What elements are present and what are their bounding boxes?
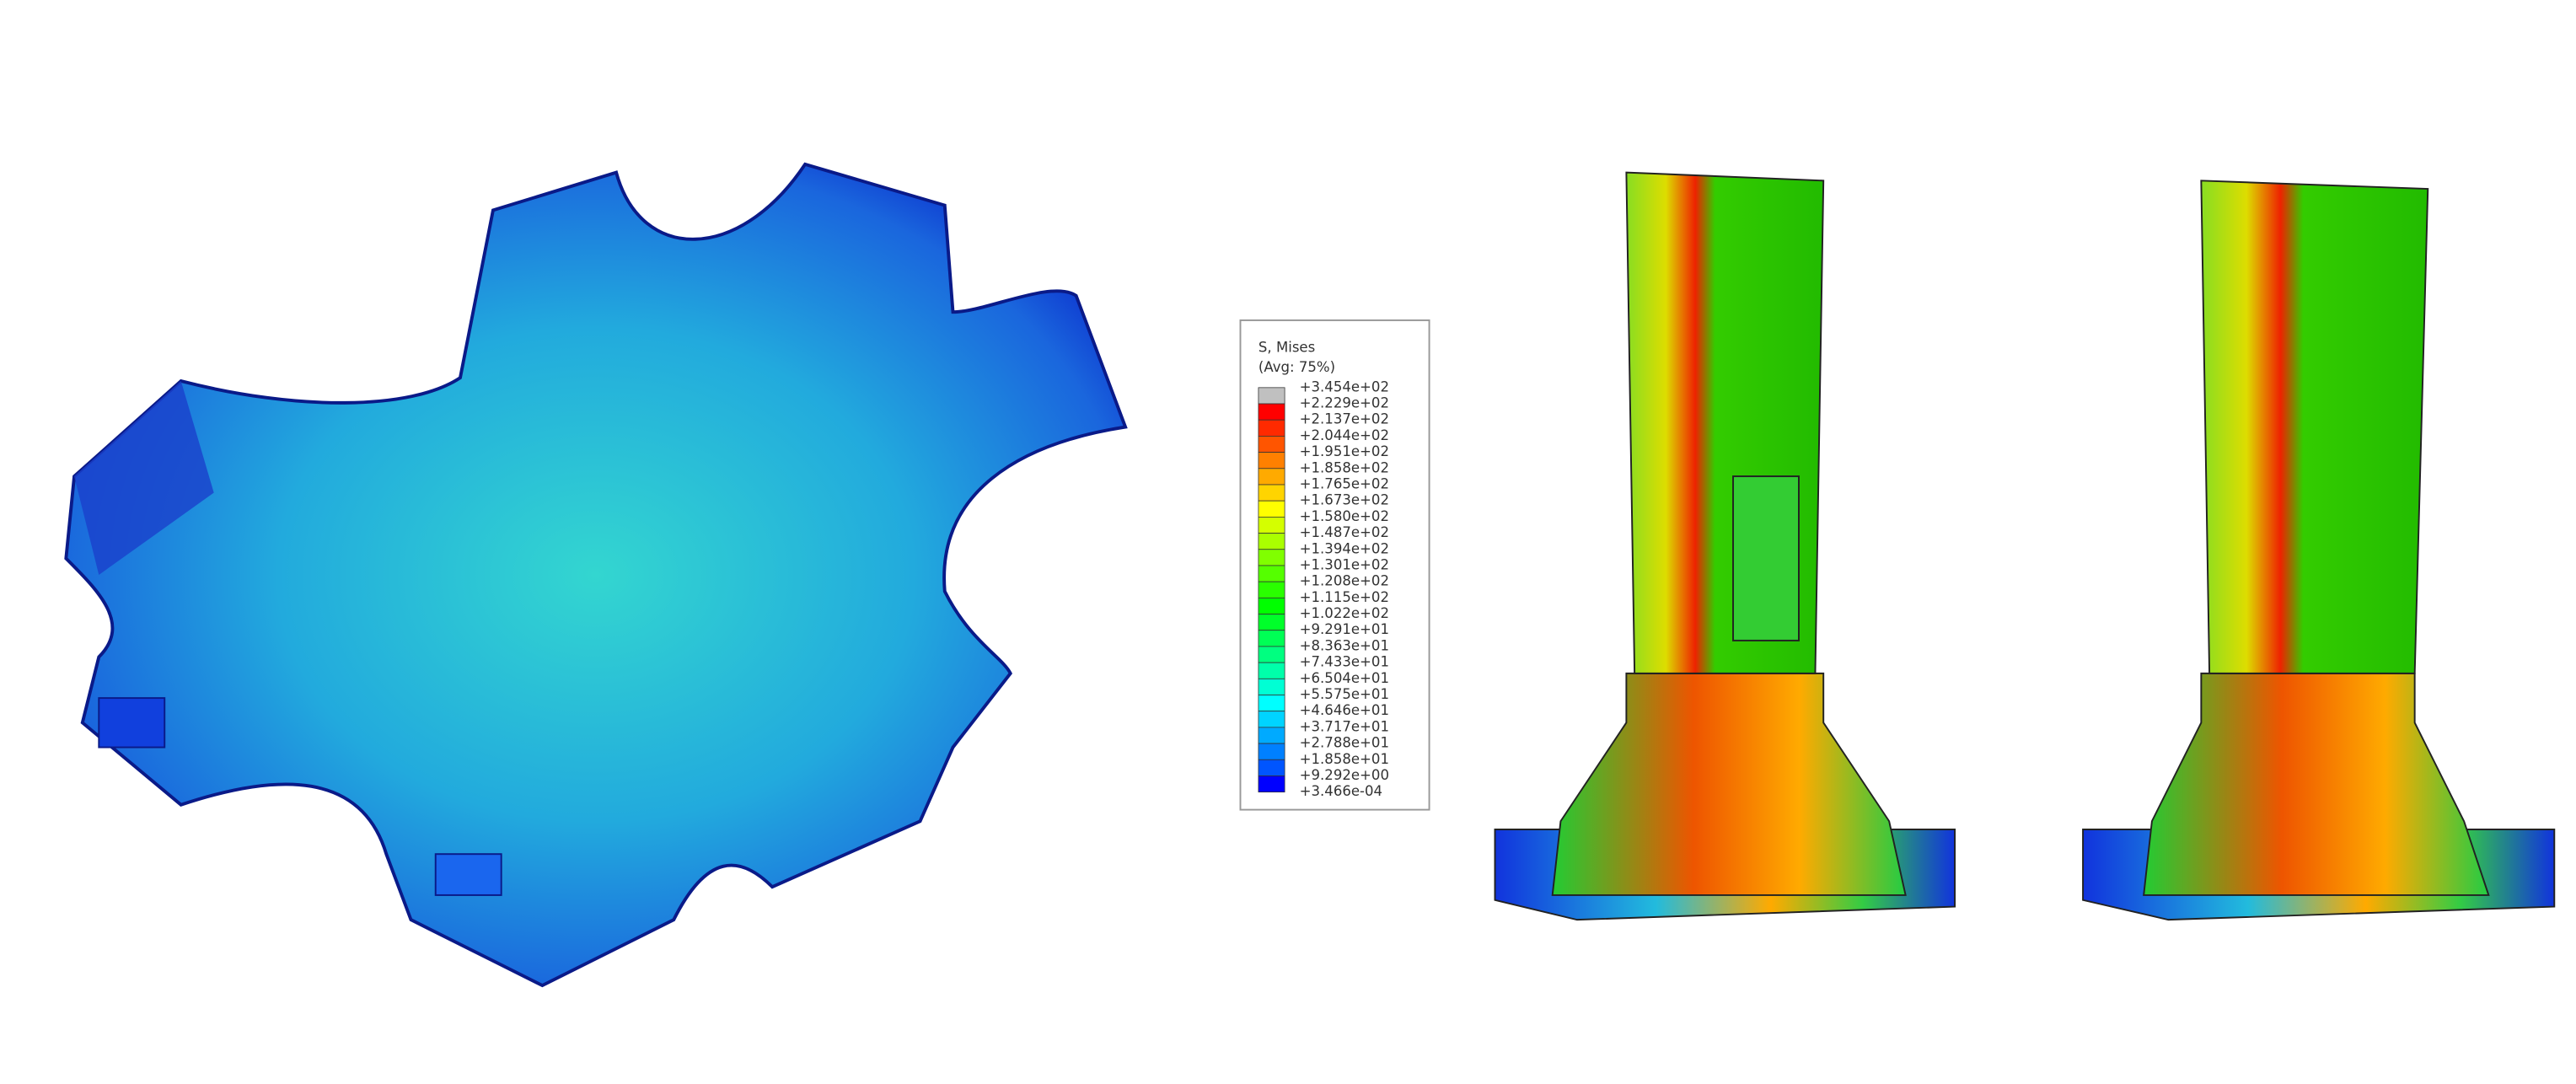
legend-label: +8.363e+01 (1300, 637, 1389, 653)
legend-swatch (1258, 565, 1285, 582)
legend-label: +1.580e+02 (1300, 508, 1389, 524)
column (2200, 180, 2429, 674)
legend-label: +6.504e+01 (1300, 670, 1389, 686)
legend-label: +1.394e+02 (1300, 540, 1389, 556)
column-model (1494, 171, 1956, 921)
legend-swatch (1258, 484, 1285, 502)
legend-swatch (1258, 678, 1285, 695)
legend: S, Mises (Avg: 75%) +3.454e+02+2.229e+02… (1239, 319, 1430, 811)
legend-label: +2.044e+02 (1300, 427, 1389, 443)
legend-swatch (1258, 695, 1285, 712)
legend-label: +1.208e+02 (1300, 573, 1389, 589)
legend-label: +9.292e+00 (1300, 767, 1389, 783)
legend-swatch (1258, 630, 1285, 647)
legend-swatch (1258, 533, 1285, 550)
star-mesh (64, 162, 1128, 988)
legend-label: +7.433e+01 (1300, 654, 1389, 670)
legend-label: +1.115e+02 (1300, 589, 1389, 605)
legend-label: +1.765e+02 (1300, 475, 1389, 491)
column-model (2082, 180, 2556, 921)
legend-swatch (1258, 743, 1285, 760)
legend-swatch (1258, 662, 1285, 679)
legend-label: +1.022e+02 (1300, 605, 1389, 621)
legend-swatch (1258, 403, 1285, 421)
legend-label: +2.788e+01 (1300, 735, 1389, 751)
base (2143, 672, 2490, 896)
legend-label: +1.858e+01 (1300, 751, 1389, 767)
legend-label: +3.466e-04 (1300, 783, 1382, 799)
legend-swatch (1258, 775, 1285, 793)
legend-label: +3.454e+02 (1300, 378, 1389, 394)
legend-swatch (1258, 549, 1285, 566)
column-window (1732, 475, 1800, 641)
legend-swatch (1258, 597, 1285, 614)
star-hole (98, 697, 166, 749)
legend-swatch (1258, 436, 1285, 453)
legend-label: +9.291e+01 (1300, 621, 1389, 637)
legend-label: +5.575e+01 (1300, 686, 1389, 702)
legend-swatch (1258, 419, 1285, 437)
legend-label: +1.673e+02 (1300, 492, 1389, 508)
star-model (64, 162, 1128, 988)
legend-label: +1.487e+02 (1300, 524, 1389, 540)
legend-swatch (1258, 711, 1285, 728)
legend-label: +1.858e+02 (1300, 459, 1389, 475)
legend-swatch (1258, 500, 1285, 518)
legend-swatch (1258, 759, 1285, 776)
base (1551, 672, 1907, 896)
legend-label: +3.717e+01 (1300, 718, 1389, 734)
legend-swatch (1258, 387, 1285, 405)
star-side (74, 381, 214, 575)
legend-label: +1.301e+02 (1300, 556, 1389, 572)
star-hole (434, 853, 502, 896)
legend-swatch (1258, 727, 1285, 744)
legend-swatch (1258, 468, 1285, 486)
legend-label: +1.951e+02 (1300, 443, 1389, 459)
legend-swatch (1258, 646, 1285, 663)
legend-title: S, Mises (1258, 340, 1315, 356)
legend-swatch (1258, 581, 1285, 598)
legend-subtitle: (Avg: 75%) (1258, 359, 1335, 375)
legend-swatch (1258, 614, 1285, 631)
legend-swatch (1258, 516, 1285, 534)
legend-label: +2.229e+02 (1300, 395, 1389, 411)
legend-swatch (1258, 452, 1285, 470)
legend-label: +4.646e+01 (1300, 702, 1389, 718)
legend-label: +2.137e+02 (1300, 411, 1389, 427)
